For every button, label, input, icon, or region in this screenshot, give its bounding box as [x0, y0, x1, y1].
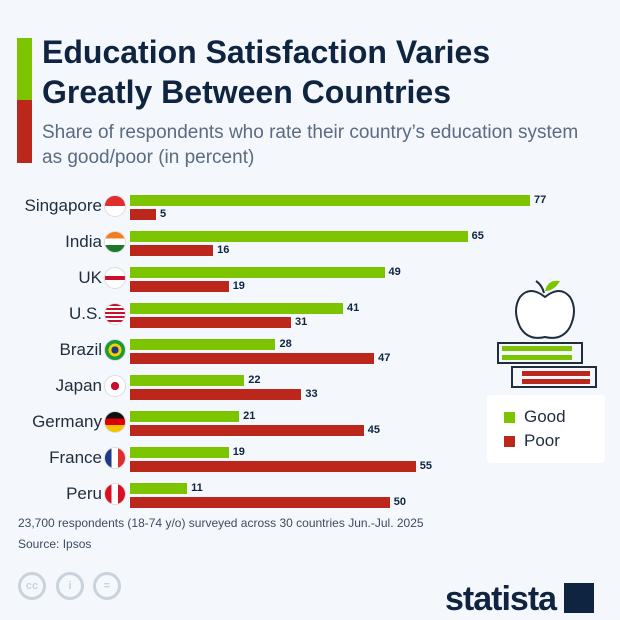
value-label: 31: [295, 316, 308, 328]
accent-bar-green: [17, 38, 32, 100]
category-label: France: [49, 448, 102, 467]
bar-poor: [130, 461, 416, 472]
flag-icon: [104, 231, 126, 253]
legend-label-good: Good: [524, 407, 566, 426]
bar-good: [130, 303, 343, 314]
value-label: 16: [217, 244, 230, 256]
category-label: Brazil: [59, 340, 102, 359]
legend: Good Poor: [487, 395, 605, 463]
flag-icon: [104, 447, 126, 469]
value-label: 49: [388, 266, 401, 278]
category-label: Germany: [32, 412, 102, 431]
flag-icon: [104, 375, 126, 397]
category-label: U.S.: [68, 304, 102, 323]
category-label: UK: [78, 268, 102, 287]
value-label: 77: [534, 194, 547, 206]
value-label: 22: [248, 374, 261, 386]
value-label: 19: [232, 280, 245, 292]
flag-icon: [104, 267, 126, 289]
bar-poor: [130, 389, 302, 400]
value-label: 47: [378, 352, 391, 364]
footnote: 23,700 respondents (18-74 y/o) surveyed …: [18, 516, 424, 530]
bar-good: [130, 267, 385, 278]
legend-swatch-poor: [504, 436, 515, 447]
category-label: Singapore: [24, 196, 102, 215]
category-label: Japan: [55, 376, 102, 395]
bar-poor: [130, 425, 364, 436]
bar-good: [130, 411, 240, 422]
flag-icon: [104, 339, 126, 361]
bar-good: [130, 447, 229, 458]
legend-item-good: Good: [504, 407, 566, 427]
chart-title: Education Satisfaction Varies Greatly Be…: [42, 34, 491, 110]
flag-icon: [104, 483, 126, 505]
value-label: 19: [232, 446, 245, 458]
value-label: 41: [346, 302, 360, 314]
bar-poor: [130, 317, 292, 328]
value-label: 55: [419, 460, 432, 472]
legend-item-poor: Poor: [504, 431, 560, 451]
legend-label-poor: Poor: [524, 431, 560, 450]
bar-good: [130, 375, 245, 386]
value-label: 21: [243, 410, 256, 422]
bar-good: [130, 339, 276, 350]
value-label: 5: [159, 208, 167, 220]
legend-swatch-good: [504, 412, 515, 423]
statista-logo[interactable]: statista: [445, 580, 595, 619]
statista-logo-mark-icon: [564, 583, 595, 613]
value-label: 50: [393, 496, 406, 508]
value-label: 65: [471, 230, 484, 242]
flag-icon: [104, 303, 126, 325]
value-label: 33: [305, 388, 318, 400]
bar-poor: [130, 281, 229, 292]
chart-subtitle: Share of respondents who rate their coun…: [42, 122, 579, 168]
creative-commons-icon[interactable]: cc: [18, 572, 46, 600]
flag-icon: [104, 411, 126, 433]
bar-poor: [130, 245, 214, 256]
no-derivatives-icon[interactable]: =: [93, 572, 121, 600]
bar-good: [130, 195, 530, 206]
accent-bar-red: [17, 100, 32, 163]
value-label: 11: [191, 482, 203, 494]
bar-good: [130, 483, 188, 494]
bar-poor: [130, 209, 156, 220]
source: Source: Ipsos: [18, 537, 92, 551]
bar-poor: [130, 497, 390, 508]
attribution-icon[interactable]: i: [56, 572, 84, 600]
flag-icon: [104, 195, 126, 217]
bar-good: [130, 231, 468, 242]
apple-on-books-icon: [497, 280, 597, 388]
bar-poor: [130, 353, 375, 364]
value-label: 45: [367, 424, 381, 436]
category-label: India: [65, 232, 102, 251]
logo-text: statista: [445, 580, 557, 618]
category-label: Peru: [66, 484, 102, 503]
value-label: 28: [279, 338, 292, 350]
